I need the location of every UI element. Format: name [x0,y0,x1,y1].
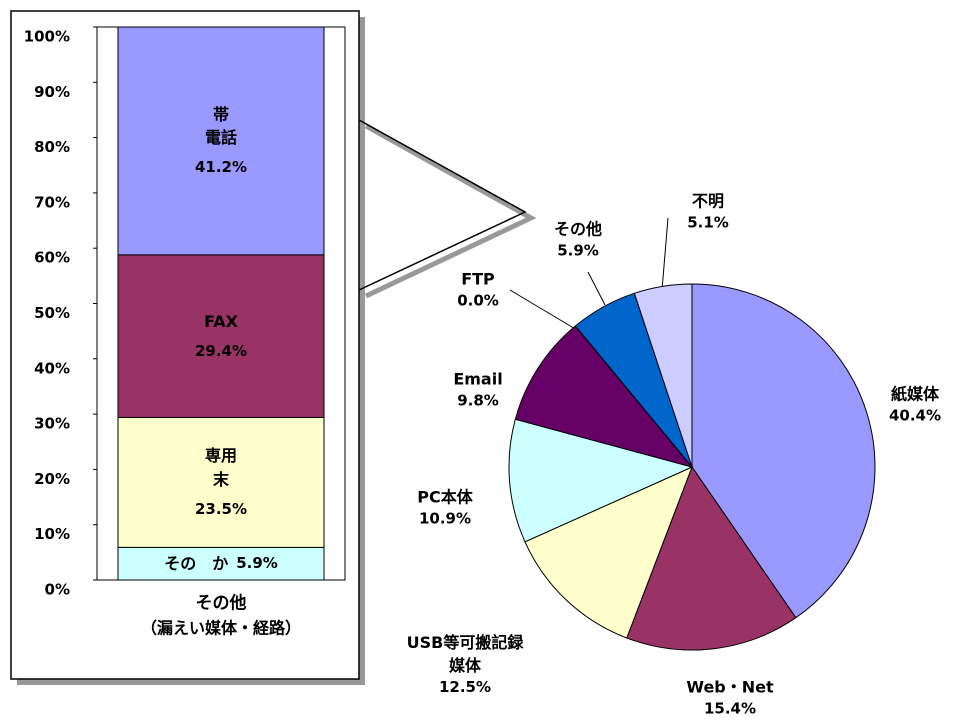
slice-label: PC本体 10.9% [417,486,472,531]
value-label: 5.9% [236,553,278,572]
category-label: Web・Net [686,677,774,697]
category-label: PC本体 [417,487,473,507]
value-label: 12.5% [438,678,492,697]
y-tick-label: 20% [34,470,70,488]
value-label: 23.5% [194,499,248,518]
category-label: 紙媒体 [890,384,940,404]
series-name: その か [164,554,229,574]
x-tick-label: その他 [195,593,247,614]
value-label: 29.4% [194,341,248,360]
bar-segment [117,26,325,256]
series-name: 帯 電話 [204,104,237,148]
category-label: その他 [553,219,603,239]
y-tick-label: 10% [34,525,70,543]
value-label: 9.8% [457,391,499,410]
y-tick-label: 50% [34,304,70,322]
y-tick-label: 0% [45,581,70,599]
value-label: 41.2% [194,158,248,177]
pie-slice [626,465,797,651]
bar-segment [117,546,325,581]
leader-line [587,271,606,306]
pie-slice [633,283,693,468]
value-label: 5.9% [557,241,599,260]
value-label: 0.0% [457,291,499,310]
pie-slice [524,466,693,639]
y-tick-label: 90% [34,83,70,101]
y-tick-label: 80% [34,138,70,156]
value-label: 15.4% [703,699,757,718]
category-label: FTP [461,269,495,289]
pie-slice [508,418,694,543]
pie-slice [514,325,694,468]
slice-label: Email 9.8% [453,368,502,413]
pie-slice [691,283,876,619]
value-label: 10.9% [418,509,472,528]
segment-label: 帯 電話 41.2% [118,27,324,255]
y-tick-label: 70% [34,193,70,211]
leader-line [661,217,669,291]
slice-label: FTP 0.0% [457,268,499,313]
category-label: USB等可搬記録 媒体 [406,632,524,676]
segment-label: 専用 末 23.5% [118,417,324,547]
y-tick-label: 40% [34,359,70,377]
bar-segment [117,416,325,548]
slice-label: 不明 5.1% [687,190,729,235]
x-axis-label: （漏えい媒体・経路） [140,618,302,638]
slice-label: 紙媒体 40.4% [889,383,941,428]
category-label: 不明 [691,191,725,211]
callout [358,119,527,291]
series-name: 専用 末 [204,446,237,489]
y-tick-label: 30% [34,415,70,433]
series-name: FAX [204,311,238,331]
y-tick-label: 100% [24,28,70,46]
bar-segment [117,254,325,418]
slice-label: USB等可搬記録 媒体 12.5% [407,631,524,699]
value-label: 40.4% [888,406,942,425]
y-tick-label: 60% [34,249,70,267]
callout-shadow [364,123,537,299]
value-label: 5.1% [687,213,729,232]
slice-label: Web・Net 15.4% [686,676,773,721]
leader-line [509,289,578,331]
segment-label: FAX 29.4% [118,255,324,418]
category-label: Email [453,369,503,389]
slice-label: その他 5.9% [554,218,602,263]
segment-label: その か 5.9% [118,547,324,580]
